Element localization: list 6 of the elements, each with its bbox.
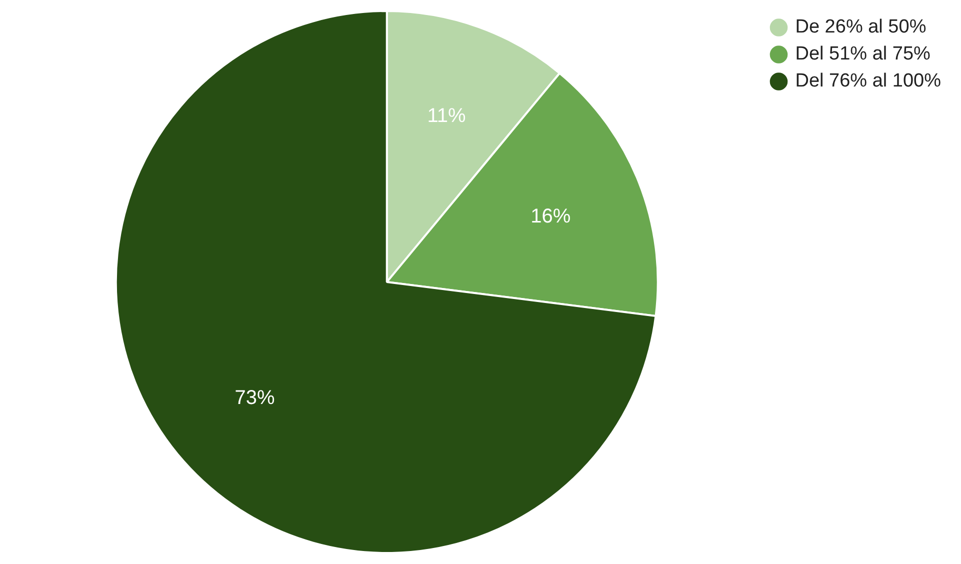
- legend-label: De 26% al 50%: [795, 16, 926, 38]
- legend-label: Del 76% al 100%: [795, 70, 942, 92]
- data-label: 73%: [234, 387, 275, 410]
- legend-label: Del 51% al 75%: [795, 44, 931, 65]
- data-label: 16%: [530, 206, 571, 228]
- data-label: 11%: [427, 104, 466, 127]
